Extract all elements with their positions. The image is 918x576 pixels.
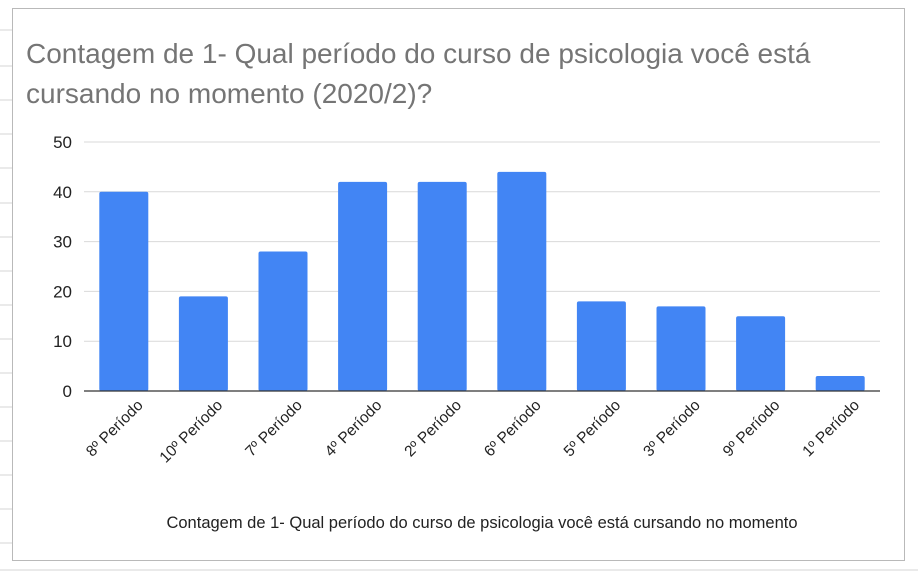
x-tick-label: 5º Período [561, 397, 625, 461]
chart-title: Contagem de 1- Qual período do curso de … [26, 38, 811, 109]
bar [736, 316, 786, 391]
y-tick-label: 30 [53, 233, 72, 252]
x-tick-label: 4º Período [322, 397, 386, 461]
bar [497, 171, 547, 391]
x-axis-title: Contagem de 1- Qual período do curso de … [166, 514, 797, 532]
x-tick-label: 1º Período [799, 397, 863, 461]
bar [815, 376, 865, 391]
bar [178, 296, 228, 391]
y-tick-label: 10 [53, 332, 72, 351]
bar [417, 181, 467, 391]
bar [656, 306, 706, 391]
y-tick-label: 20 [53, 282, 72, 301]
y-tick-label: 50 [53, 133, 72, 152]
x-tick-label: 7º Período [242, 397, 306, 461]
bar [576, 301, 626, 391]
x-tick-label: 10º Período [157, 397, 227, 467]
x-tick-label: 3º Período [640, 397, 704, 461]
bar [99, 191, 149, 391]
y-tick-label: 40 [53, 183, 72, 202]
y-tick-label: 0 [63, 382, 72, 401]
x-tick-label: 6º Período [481, 397, 545, 461]
x-tick-label: 9º Período [720, 397, 784, 461]
bar [258, 251, 308, 391]
x-tick-label: 2º Período [401, 397, 465, 461]
bar [338, 181, 388, 391]
x-tick-label: 8º Período [83, 397, 147, 461]
